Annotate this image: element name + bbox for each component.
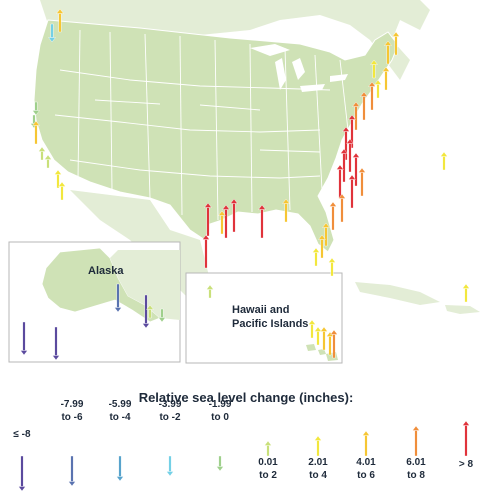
station-arrow [320,326,328,351]
legend-label-5: 0.01 to 2 [258,457,278,481]
station-arrow [206,284,214,299]
station-arrow [312,247,320,267]
station-arrow [330,329,338,359]
station-arrow [360,91,368,121]
station-arrow [44,154,52,169]
legend-label-0: ≤ -8 [13,429,31,440]
station-arrow [32,101,40,116]
station-arrow [114,283,122,313]
legend-label-7: 4.01 to 6 [356,457,376,481]
hawaii-label-line2: Pacific Islands [232,318,309,330]
state-borders [54,29,349,221]
station-arrow [230,198,238,233]
station-arrow [338,193,346,223]
station-arrow [48,23,56,43]
station-arrow [38,146,46,161]
legend-arrow-9 [462,420,470,457]
cuba-land [355,282,440,305]
station-arrow [202,234,210,269]
station-arrow [346,138,354,173]
station-arrow [352,152,360,187]
station-arrow [392,31,400,56]
station-arrow [58,181,66,201]
station-arrow [258,204,266,239]
station-arrow [314,326,322,346]
station-arrow [382,66,390,91]
legend-arrow-6 [314,435,322,457]
station-arrow [282,198,290,223]
station-arrow [348,174,356,209]
legend-arrow-1 [68,455,76,487]
legend-arrow-3 [166,455,174,477]
station-arrow [340,148,348,183]
station-arrow [222,204,230,239]
station-arrow [52,326,60,361]
legend-arrow-5 [264,440,272,457]
hispaniola-land [445,305,480,314]
station-arrow [218,210,226,235]
station-arrow [142,294,150,329]
station-arrow [328,257,336,277]
station-arrow [326,331,334,356]
alaska-inset [8,241,181,363]
legend-arrow-0 [18,455,26,492]
legend: Relative sea level change (inches): ≤ -8… [0,370,492,500]
legend-label-8: 6.01 to 8 [406,457,426,481]
station-arrow [56,8,64,33]
station-arrow [370,59,378,79]
legend-arrow-4 [216,455,224,472]
legend-label-2: -5.99 to -4 [108,399,132,423]
station-arrow [318,234,326,259]
legend-label-9: > 8 [458,459,474,470]
station-arrow [54,169,62,189]
station-arrows [20,8,470,361]
station-arrow [384,40,392,65]
great-lakes [250,44,348,92]
legend-label-6: 2.01 to 4 [308,457,328,481]
legend-title: Relative sea level change (inches): [138,390,354,405]
station-arrow [20,321,28,356]
station-arrow [462,283,470,303]
hawaii-label-line1: Hawaii and [232,304,290,316]
station-arrow [329,201,337,231]
map-canvas [8,0,480,364]
legend-arrow-2 [116,455,124,482]
legend-arrow-7 [362,430,370,457]
legend-arrows [18,420,470,492]
station-arrow [146,304,154,319]
canada-land [40,0,430,80]
station-arrow [352,101,360,131]
station-arrow [322,222,330,247]
legend-arrow-8 [412,425,420,457]
station-arrow [374,79,382,99]
station-arrow [204,202,212,237]
station-arrow [158,308,166,323]
legend-label-1: -7.99 to -6 [60,399,84,423]
legend-label-3: -3.99 to -2 [158,399,182,423]
station-arrow [308,319,316,339]
station-arrow [358,167,366,197]
station-arrow [32,120,40,145]
station-arrow [440,151,448,171]
legend-label-4: -1.99 to 0 [208,399,232,423]
station-arrow [368,81,376,111]
alaska-label: Alaska [88,265,124,277]
